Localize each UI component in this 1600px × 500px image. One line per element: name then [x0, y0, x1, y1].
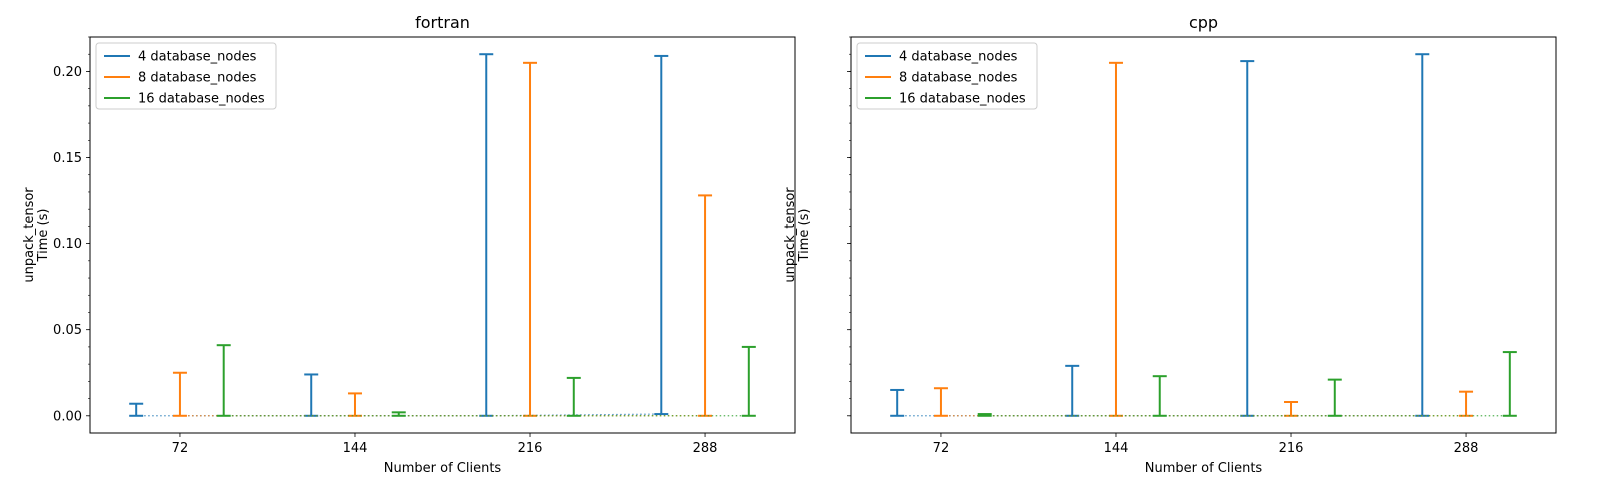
y-tick-label: 0.20 [53, 65, 82, 80]
legend-label: 16 database_nodes [138, 92, 265, 107]
legend-box [95, 42, 277, 110]
x-tick-label: 72 [933, 441, 950, 456]
error-bar [391, 411, 406, 417]
y-axis-label-line-1: unpack_tensor [783, 187, 798, 283]
legend-label: 8 database_nodes [899, 71, 1018, 86]
error-bar [479, 53, 494, 417]
error-bar [741, 345, 756, 417]
x-tick-label: 72 [172, 441, 189, 456]
error-bar [654, 54, 669, 416]
plot-area-frame [850, 36, 1557, 434]
error-bar [1152, 375, 1167, 417]
y-tick-label: 0.00 [53, 409, 82, 424]
error-bar [523, 61, 538, 417]
legend: 4 database_nodes 8 database_nodes 16 datab… [95, 42, 277, 110]
error-bar [1108, 61, 1123, 417]
legend-box [856, 42, 1038, 110]
error-bar [304, 373, 319, 417]
legend: 4 database_nodes 8 database_nodes 16 datab… [856, 42, 1038, 110]
panel-cpp: cpp Number of Clients unpack_tensor Time… [783, 13, 1557, 476]
chart-title: cpp [1189, 13, 1218, 32]
legend-label: 16 database_nodes [899, 92, 1026, 107]
legend-label: 4 database_nodes [899, 50, 1018, 65]
y-axis-label-line-2: Time (s) [797, 209, 812, 263]
error-bar [1240, 60, 1255, 417]
x-tick-label: 144 [1104, 441, 1129, 456]
y-tick-label: 0.05 [53, 323, 82, 338]
panel-fortran: fortran Number of Clients unpack_tensor … [22, 13, 796, 476]
error-bar [1415, 53, 1430, 417]
x-axis-label: Number of Clients [1145, 461, 1263, 476]
legend-label: 8 database_nodes [138, 71, 257, 86]
chart-title: fortran [415, 13, 470, 32]
legend-label: 4 database_nodes [138, 50, 257, 65]
x-axis-label: Number of Clients [384, 461, 502, 476]
y-axis-label-line-2: Time (s) [36, 209, 51, 263]
error-bar [698, 194, 713, 417]
y-tick-label: 0.10 [53, 237, 82, 252]
x-tick-label: 288 [1454, 441, 1479, 456]
error-bar [933, 387, 948, 417]
y-axis-label-line-1: unpack_tensor [22, 187, 37, 283]
error-bar [1284, 401, 1299, 417]
error-bar [347, 392, 362, 417]
x-tick-label: 216 [1279, 441, 1304, 456]
error-bar [1502, 351, 1517, 417]
error-bar [216, 344, 231, 417]
error-bar [890, 388, 905, 417]
plot-area-frame [89, 36, 796, 434]
x-tick-label: 144 [343, 441, 368, 456]
error-bar [1065, 364, 1080, 417]
x-tick-label: 216 [518, 441, 543, 456]
error-bar [129, 402, 144, 417]
error-bar [977, 413, 992, 417]
error-bar [172, 371, 187, 417]
error-bar [1327, 378, 1342, 417]
x-tick-label: 288 [693, 441, 718, 456]
y-tick-label: 0.15 [53, 151, 82, 166]
error-bar [1459, 390, 1474, 417]
error-bar [566, 376, 581, 417]
